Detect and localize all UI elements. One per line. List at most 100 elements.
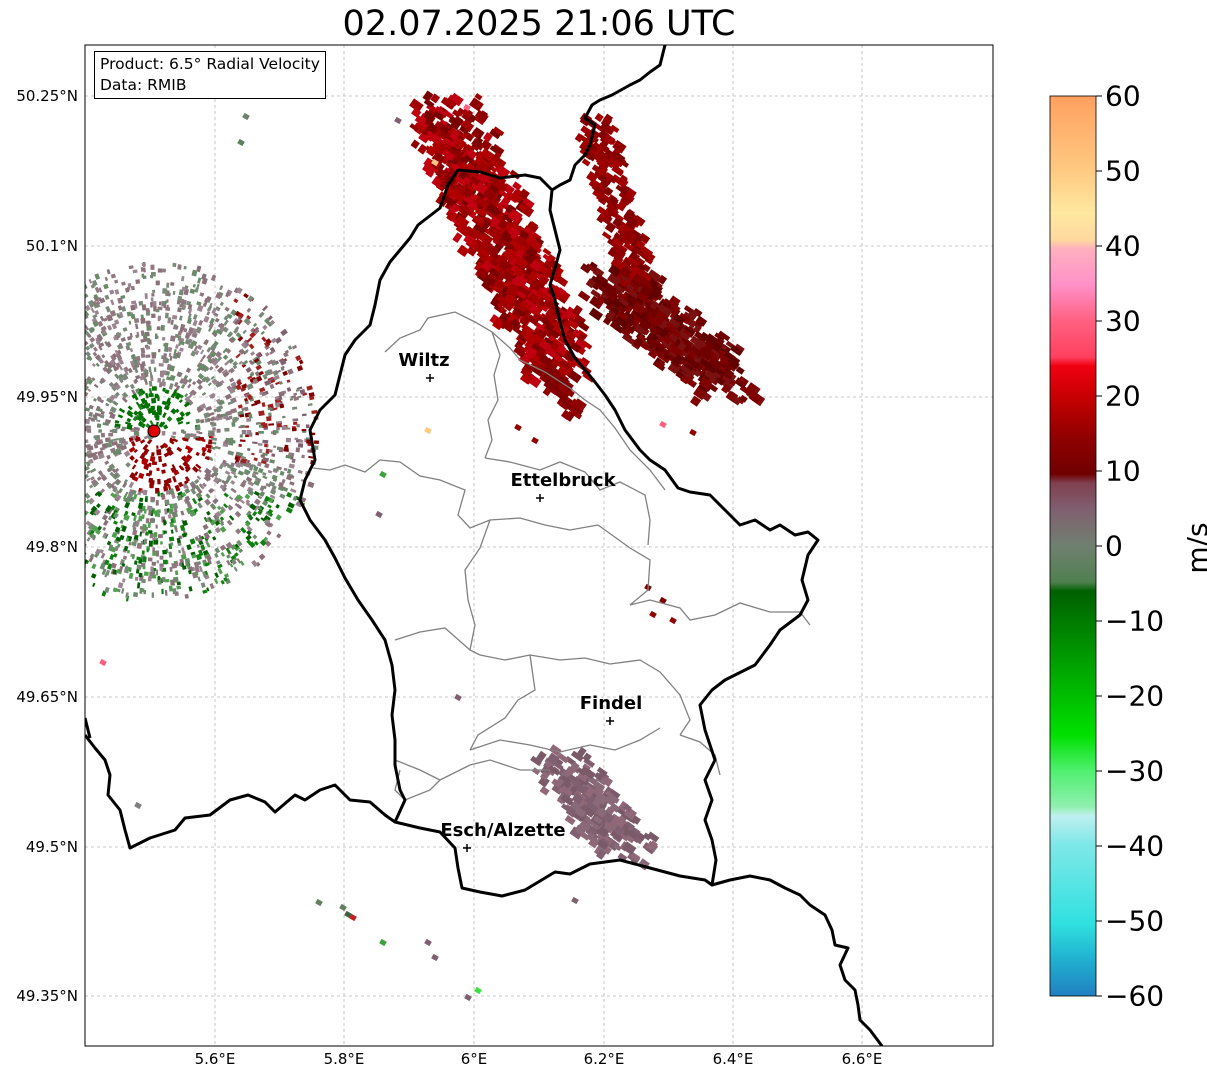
echo-pixel: [116, 543, 121, 548]
echo-pixel: [57, 530, 62, 535]
echo-pixel: [464, 196, 477, 207]
echo-pixel: [253, 480, 260, 487]
echo-pixel: [85, 407, 91, 412]
echo-pixel: [45, 513, 51, 519]
echo-pixel: [293, 421, 298, 425]
echo-pixel: [44, 347, 51, 354]
echo-pixel: [74, 361, 80, 366]
echo-pixel: [274, 401, 282, 408]
echo-pixel: [64, 491, 69, 496]
echo-pixel: [264, 379, 272, 386]
echo-pixel: [237, 404, 243, 409]
echo-pixel: [517, 285, 529, 296]
echo-pixel: [147, 557, 153, 562]
echo-pixel: [439, 129, 450, 140]
echo-pixel: [535, 750, 547, 762]
echo-pixel: [422, 162, 437, 177]
echo-pixel: [175, 416, 182, 423]
echo-pixel: [646, 315, 660, 327]
echo-pixel: [46, 473, 50, 477]
echo-pixel: [102, 532, 108, 539]
echo-pixel: [71, 357, 78, 363]
echo-pixel: [202, 523, 209, 530]
echo-pixel: [574, 806, 587, 818]
echo-pixel: [4, 466, 9, 471]
echo-pixel: [748, 391, 763, 405]
echo-pixel: [126, 423, 133, 430]
echo-pixel: [15, 436, 20, 438]
echo-pixel: [642, 249, 655, 260]
echo-pixel: [214, 445, 221, 450]
echo-pixel: [149, 372, 153, 378]
echo-pixel: [730, 344, 743, 356]
echo-pixel: [497, 295, 511, 309]
echo-pixel: [202, 571, 207, 578]
echo-pixel: [224, 393, 232, 400]
echo-pixel: [97, 320, 104, 327]
echo-pixel: [532, 329, 545, 341]
echo-pixel: [132, 529, 138, 536]
echo-pixel: [534, 321, 547, 332]
echo-pixel: [492, 126, 505, 137]
echo-pixel: [469, 175, 481, 186]
echo-pixel: [233, 416, 238, 422]
echo-pixel: [38, 352, 44, 358]
echo-pixel: [285, 437, 292, 443]
echo-pixel: [682, 326, 695, 338]
echo-pixel: [85, 410, 86, 417]
echo-pixel: [153, 367, 157, 372]
echo-pixel: [432, 138, 443, 150]
echo-pixel: [133, 458, 139, 464]
echo-pixel: [164, 389, 170, 395]
echo-pixel: [269, 346, 276, 353]
colorbar-tick-label: −40: [1105, 829, 1165, 863]
echo-pixel: [66, 378, 73, 384]
echo-pixel: [133, 540, 137, 547]
echo-pixel: [147, 576, 152, 582]
echo-pixel: [191, 553, 197, 559]
echo-pixel: [136, 510, 142, 516]
echo-pixel: [72, 355, 77, 360]
echo-pixel: [151, 574, 157, 579]
echo-pixel: [533, 313, 543, 322]
echo-pixel: [200, 582, 206, 588]
colorbar-tick-label: −50: [1105, 904, 1165, 938]
echo-pixel: [163, 479, 170, 487]
echo-pixel: [118, 365, 124, 371]
echo-pixel: [144, 498, 148, 503]
echo-pixel: [88, 458, 94, 465]
echo-pixel: [26, 433, 31, 435]
echo-pixel: [85, 473, 89, 480]
echo-pixel: [118, 407, 126, 414]
echo-pixel: [124, 501, 131, 509]
echo-pixel: [214, 317, 220, 323]
echo-pixel: [699, 358, 711, 369]
echo-pixel: [218, 400, 225, 406]
echo-pixel: [93, 346, 98, 352]
echo-pixel: [214, 380, 220, 386]
echo-pixel: [291, 428, 297, 432]
echo-pixel: [135, 279, 141, 284]
echo-pixel: [556, 366, 569, 379]
echo-pixel: [169, 440, 175, 445]
echo-pixel: [157, 315, 161, 321]
echo-pixel: [118, 342, 124, 350]
echo-pixel: [576, 767, 587, 776]
echo-pixel: [258, 553, 266, 561]
echo-pixel: [737, 375, 749, 386]
echo-pixel: [444, 97, 457, 110]
echo-pixel: [44, 476, 49, 480]
echo-pixel: [187, 447, 193, 454]
echo-pixel: [223, 577, 228, 582]
echo-pixel: [213, 476, 220, 484]
echo-pixel: [307, 481, 315, 488]
echo-pixel: [455, 138, 464, 147]
echo-pixel: [462, 176, 472, 186]
echo-pixel: [49, 493, 54, 498]
echo-pixel: [446, 147, 459, 160]
echo-pixel: [42, 369, 47, 375]
echo-pixel: [49, 438, 55, 441]
echo-pixel: [96, 439, 103, 443]
echo-pixel: [43, 381, 49, 385]
echo-pixel: [105, 402, 110, 407]
